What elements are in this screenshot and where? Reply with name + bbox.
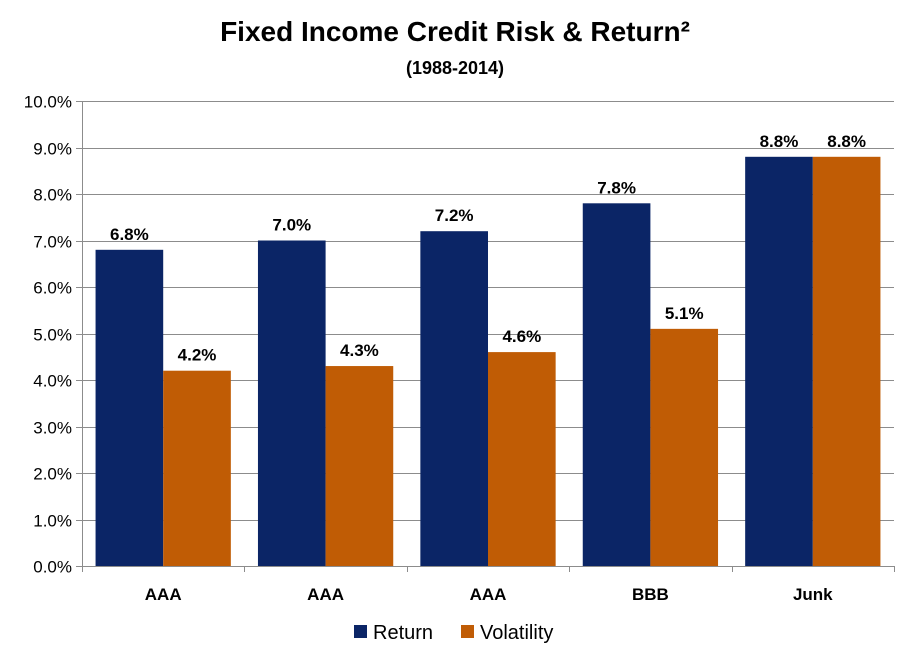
bar-volatility-bbb <box>650 328 719 566</box>
legend-label-return: Return <box>373 622 433 644</box>
bars <box>95 156 881 567</box>
y-tick-label: 5.0% <box>33 326 72 345</box>
data-label: 8.8% <box>760 132 799 151</box>
chart-title: Fixed Income Credit Risk & Return² <box>220 16 690 47</box>
legend: Return Volatility <box>354 622 553 644</box>
data-labels: 6.8% 4.2% 7.0% 4.3% 7.2% 4.6% 7.8% 5.1% 8.8% 8.8% <box>110 132 866 365</box>
bar-return-bbb <box>582 203 651 567</box>
bar-return-aaa <box>95 249 164 567</box>
chart-subtitle: (1988-2014) <box>406 58 504 78</box>
bar-return-aaa <box>420 231 488 566</box>
bar-volatility-aaa <box>163 370 231 566</box>
axes <box>76 101 895 572</box>
bar-volatility-junk <box>812 156 881 567</box>
y-tick-label: 3.0% <box>33 419 72 438</box>
y-tick-labels: 0.0% 1.0% 2.0% 3.0% 4.0% 5.0% 6.0% 7.0% 8.0% 9.0%… <box>24 93 72 577</box>
legend-label-volatility: Volatility <box>480 622 553 644</box>
bar-volatility-aaa <box>325 366 394 566</box>
category-label: BBB <box>632 585 669 604</box>
y-tick-label: 0.0% <box>33 558 72 577</box>
y-tick-label: 2.0% <box>33 465 72 484</box>
data-label: 4.2% <box>178 346 217 365</box>
bar-return-aaa <box>257 240 326 566</box>
data-label: 8.8% <box>827 132 866 151</box>
y-tick-label: 10.0% <box>24 93 72 112</box>
y-tick-label: 1.0% <box>33 512 72 531</box>
data-label: 7.8% <box>597 178 636 197</box>
bar-volatility-aaa <box>488 352 556 566</box>
category-label: AAA <box>470 585 507 604</box>
category-label: AAA <box>145 585 182 604</box>
y-tick-label: 9.0% <box>33 140 72 159</box>
category-labels: AAA AAA AAA BBB Junk <box>145 585 833 604</box>
y-tick-label: 6.0% <box>33 279 72 298</box>
data-label: 5.1% <box>665 304 704 323</box>
y-tick-label: 7.0% <box>33 233 72 252</box>
data-label: 7.0% <box>272 216 311 235</box>
data-label: 7.2% <box>435 206 474 225</box>
data-label: 4.6% <box>502 327 541 346</box>
bar-return-junk <box>745 156 813 567</box>
y-tick-label: 4.0% <box>33 372 72 391</box>
category-label: AAA <box>307 585 344 604</box>
category-label: Junk <box>793 585 833 604</box>
data-label: 4.3% <box>340 341 379 360</box>
legend-swatch-return <box>354 625 367 638</box>
legend-swatch-volatility <box>461 625 474 638</box>
data-label: 6.8% <box>110 225 149 244</box>
y-tick-label: 8.0% <box>33 186 72 205</box>
